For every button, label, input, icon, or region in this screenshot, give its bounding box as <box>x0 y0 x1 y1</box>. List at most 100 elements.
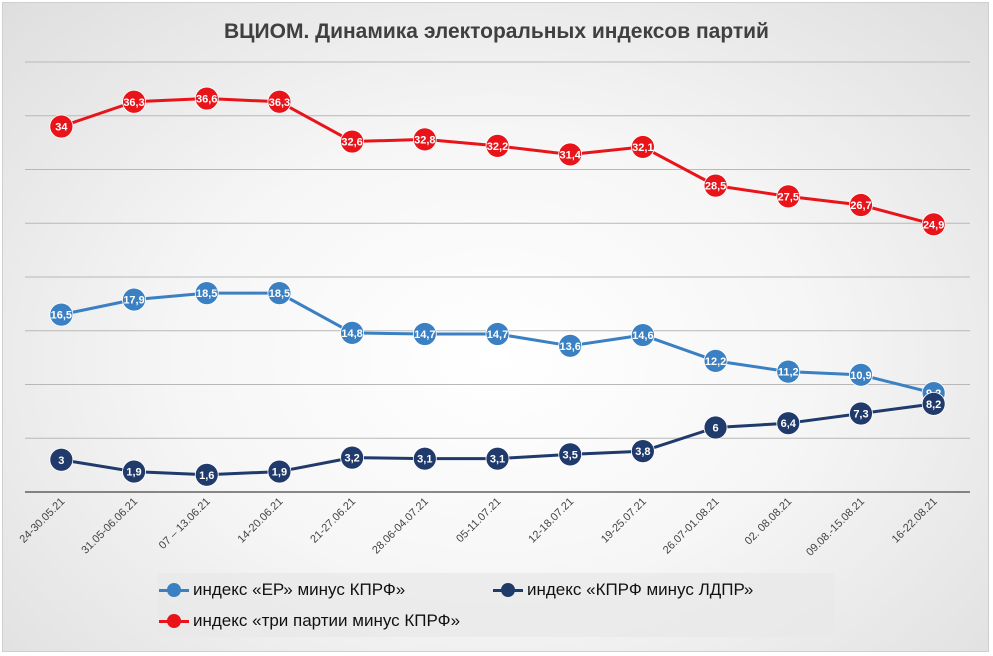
data-point <box>340 320 365 345</box>
data-point <box>703 348 728 373</box>
data-point <box>49 302 74 327</box>
data-point <box>630 439 655 464</box>
data-point <box>485 133 510 158</box>
data-label: 24,9 <box>923 219 944 231</box>
data-point <box>703 173 728 198</box>
data-label: 14,7 <box>414 329 435 341</box>
data-label: 16,5 <box>51 310 72 322</box>
x-tick-label: 02. 08.08.21 <box>743 496 795 548</box>
data-point <box>122 459 146 484</box>
x-tick-label: 16-22.08.21 <box>890 496 940 546</box>
data-label: 28,5 <box>705 181 726 193</box>
data-point <box>485 446 510 471</box>
x-tick-label: 07 – 13.06.21 <box>157 496 213 552</box>
chart-title: ВЦИОМ. Динамика электоральных индексов п… <box>224 20 769 43</box>
legend-label: индекс «три партии минус КПРФ» <box>193 611 461 630</box>
data-point <box>122 287 146 312</box>
data-label: 32,6 <box>341 137 362 149</box>
data-label: 27,5 <box>778 191 799 203</box>
data-label: 36,6 <box>196 94 217 106</box>
data-point <box>412 127 437 152</box>
data-point <box>921 391 946 416</box>
data-point <box>267 459 292 484</box>
data-point <box>776 184 801 209</box>
data-label: 11,2 <box>778 367 799 379</box>
data-label: 18,5 <box>196 288 217 300</box>
legend-label: индекс «КПРФ минус ЛДПР» <box>527 580 754 599</box>
x-tick-label: 31.05-06.06.21 <box>79 496 140 557</box>
x-tick-label: 09.08.-15.08.21 <box>804 496 867 559</box>
data-point <box>49 447 74 472</box>
data-label: 34 <box>55 122 68 134</box>
data-label: 8,2 <box>926 399 941 411</box>
data-label: 1,9 <box>126 467 141 479</box>
data-point <box>558 442 583 467</box>
data-point <box>49 114 74 139</box>
legend-marker <box>159 583 189 597</box>
data-point <box>194 462 219 487</box>
data-point <box>630 135 655 159</box>
data-label: 3,1 <box>490 454 505 466</box>
data-label: 6 <box>713 423 719 435</box>
data-label: 3,5 <box>563 449 578 461</box>
data-label: 31,4 <box>559 149 581 161</box>
legend-item: индекс «КПРФ минус ЛДПР» <box>493 580 753 600</box>
data-label: 3 <box>58 455 64 467</box>
data-label: 18,5 <box>269 288 290 300</box>
data-point <box>558 142 583 167</box>
data-label: 10,9 <box>850 370 871 382</box>
data-label: 3,1 <box>417 454 432 466</box>
data-label: 36,3 <box>123 97 144 109</box>
data-label: 26,7 <box>850 200 871 212</box>
x-tick-label: 28.06-04.07.21 <box>370 496 431 557</box>
x-tick-label: 12-18.07.21 <box>526 496 576 546</box>
data-point <box>776 411 801 436</box>
data-point <box>849 401 873 426</box>
legend-marker <box>493 583 523 597</box>
data-label: 32,1 <box>632 142 653 154</box>
data-point <box>703 415 728 440</box>
x-tick-label: 24-30.05.21 <box>17 496 67 546</box>
data-point <box>412 322 437 346</box>
x-tick-label: 05-11.07.21 <box>454 496 503 545</box>
legend: индекс «ЕР» минус КПРФ» индекс «КПРФ мину… <box>157 573 835 637</box>
data-point <box>485 322 510 346</box>
data-point <box>267 281 292 306</box>
data-point <box>849 193 873 217</box>
legend-item: индекс «три партии минус КПРФ» <box>159 611 460 631</box>
x-tick-label: 19-25.07.21 <box>599 496 649 546</box>
data-label: 14,8 <box>341 328 362 340</box>
data-label: 14,7 <box>487 329 508 341</box>
data-point <box>921 212 946 237</box>
data-point <box>412 446 437 471</box>
x-tick-label: 26.07-01.08.21 <box>661 496 722 557</box>
data-point <box>558 333 583 358</box>
data-label: 32,2 <box>487 141 508 153</box>
data-label: 36,3 <box>269 97 290 109</box>
data-label: 1,9 <box>272 467 287 479</box>
x-tick-label: 14-20.06.21 <box>236 496 286 546</box>
data-point <box>194 281 219 306</box>
data-label: 12,2 <box>705 356 726 368</box>
data-label: 14,6 <box>632 330 653 342</box>
data-label: 1,6 <box>199 470 214 482</box>
data-point <box>122 89 146 114</box>
legend-label: индекс «ЕР» минус КПРФ» <box>193 580 406 599</box>
legend-marker <box>159 614 189 628</box>
data-label: 3,2 <box>344 453 359 465</box>
data-point <box>340 445 365 470</box>
data-point <box>849 362 873 387</box>
legend-item: индекс «ЕР» минус КПРФ» <box>159 580 405 600</box>
series-line-3 <box>60 97 935 226</box>
data-label: 6,4 <box>781 418 797 430</box>
data-label: 13,6 <box>559 341 580 353</box>
data-point <box>267 89 292 114</box>
data-point <box>776 359 801 384</box>
data-label: 7,3 <box>853 409 868 421</box>
x-tick-label: 21-27.06.21 <box>308 496 358 546</box>
data-point <box>630 323 655 347</box>
data-label: 3,8 <box>635 446 650 458</box>
data-point <box>194 86 219 111</box>
data-label: 32,8 <box>414 134 435 146</box>
data-label: 17,9 <box>123 295 144 307</box>
